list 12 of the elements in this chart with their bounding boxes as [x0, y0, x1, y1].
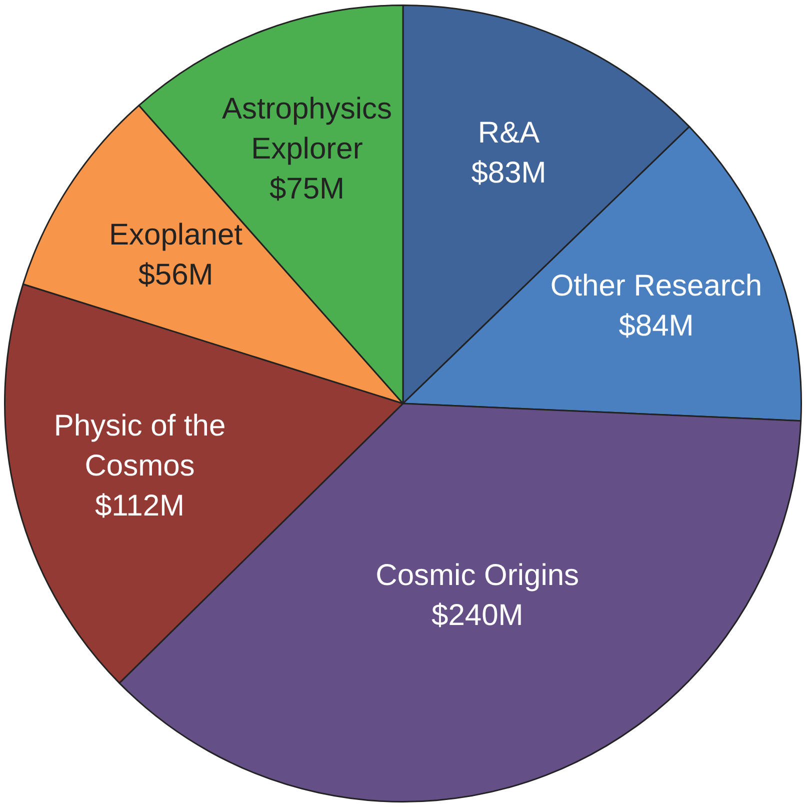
data-label: $75M	[269, 172, 344, 206]
data-label: $240M	[432, 599, 524, 632]
slice-label: Other Research	[550, 270, 762, 303]
data-label: $112M	[94, 489, 185, 522]
slice-label: Physic of the Cosmos	[54, 409, 226, 482]
data-label: $84M	[618, 310, 694, 343]
slice-label: R&A	[478, 116, 540, 150]
slice-label: Cosmic Origins	[376, 559, 580, 592]
data-label: $83M	[471, 156, 546, 190]
slice-label: Exoplanet	[109, 218, 244, 252]
data-label: $56M	[138, 258, 214, 292]
slice-label: Astrophysics Explorer	[222, 92, 392, 166]
